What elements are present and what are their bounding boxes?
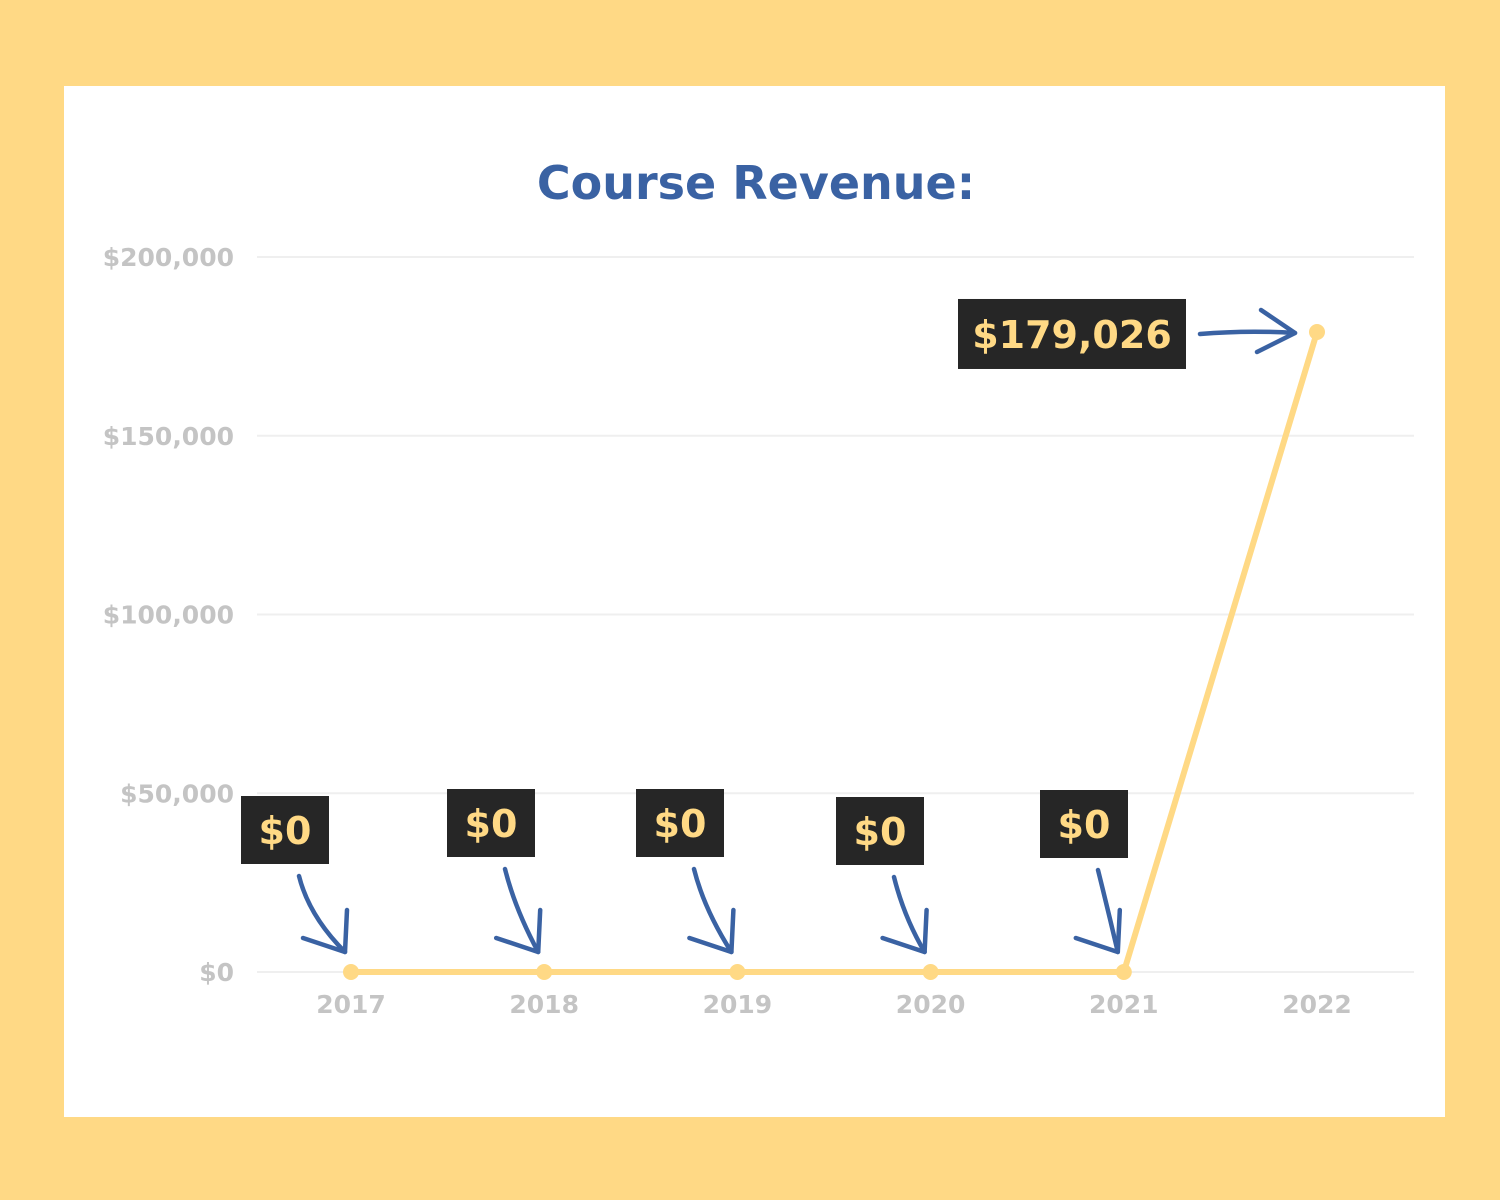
data-label-box bbox=[836, 797, 924, 865]
data-label-box bbox=[447, 789, 535, 857]
arrow-head-icon bbox=[1073, 907, 1123, 955]
data-label: $179,026 bbox=[972, 313, 1172, 357]
grid-lines bbox=[257, 256, 1414, 973]
y-tick-label: $50,000 bbox=[120, 779, 234, 808]
x-tick-label: 2020 bbox=[896, 990, 966, 1019]
data-label-box bbox=[241, 796, 329, 864]
arrow-icon bbox=[296, 873, 348, 955]
x-axis-ticks: 2017 2018 2019 2020 2021 2022 bbox=[316, 990, 1352, 1019]
data-point bbox=[922, 964, 939, 980]
arrow-icon bbox=[1197, 329, 1298, 337]
data-label-group: $0 bbox=[241, 796, 350, 955]
data-label-group: $179,026 bbox=[958, 298, 1298, 369]
x-tick-label: 2018 bbox=[509, 990, 579, 1019]
data-point bbox=[1115, 964, 1132, 980]
arrow-head-icon bbox=[493, 907, 543, 955]
arrow-icon bbox=[1095, 867, 1121, 955]
y-tick-label: $0 bbox=[199, 958, 234, 987]
chart-card: Course Revenue: $0 $50,000 $100,000 $150,00… bbox=[64, 86, 1445, 1117]
data-label-group: $0 bbox=[836, 797, 929, 955]
data-label-box bbox=[636, 789, 724, 857]
data-point bbox=[1309, 323, 1325, 340]
data-label: $0 bbox=[854, 810, 907, 854]
y-tick-label: $150,000 bbox=[103, 422, 234, 451]
x-tick-label: 2017 bbox=[316, 990, 386, 1019]
data-label: $0 bbox=[465, 802, 518, 846]
chart-title: Course Revenue: bbox=[537, 156, 975, 210]
data-label-box bbox=[1040, 790, 1128, 858]
revenue-line-chart: Course Revenue: $0 $50,000 $100,000 $150,00… bbox=[103, 156, 1414, 1019]
series-line bbox=[348, 328, 1320, 975]
data-label: $0 bbox=[259, 809, 312, 853]
arrow-head-icon bbox=[1254, 307, 1298, 355]
arrow-head-icon bbox=[880, 907, 929, 955]
data-label-box bbox=[958, 298, 1186, 369]
data-label-group: $0 bbox=[447, 789, 543, 955]
y-axis-ticks: $0 $50,000 $100,000 $150,000 $200,000 bbox=[103, 243, 234, 987]
y-tick-label: $100,000 bbox=[103, 601, 234, 630]
data-label: $0 bbox=[654, 802, 707, 846]
arrow-head-icon bbox=[687, 907, 736, 955]
data-point bbox=[729, 964, 746, 980]
arrow-icon bbox=[691, 866, 734, 955]
arrow-icon bbox=[502, 866, 541, 955]
data-point bbox=[343, 964, 359, 980]
series-line-layer bbox=[348, 328, 1320, 975]
data-label-group: $0 bbox=[636, 789, 736, 955]
data-point bbox=[536, 964, 553, 980]
x-tick-label: 2022 bbox=[1282, 990, 1352, 1019]
data-labels: $0 $0 $0 $0 $0 $179,026 bbox=[241, 298, 1298, 955]
arrow-icon bbox=[891, 874, 927, 955]
y-tick-label: $200,000 bbox=[103, 243, 234, 272]
x-tick-label: 2019 bbox=[703, 990, 773, 1019]
data-label: $0 bbox=[1058, 803, 1111, 847]
data-points bbox=[343, 323, 1325, 980]
data-label-group: $0 bbox=[1040, 790, 1128, 955]
arrow-head-icon bbox=[300, 907, 350, 955]
x-tick-label: 2021 bbox=[1089, 990, 1159, 1019]
